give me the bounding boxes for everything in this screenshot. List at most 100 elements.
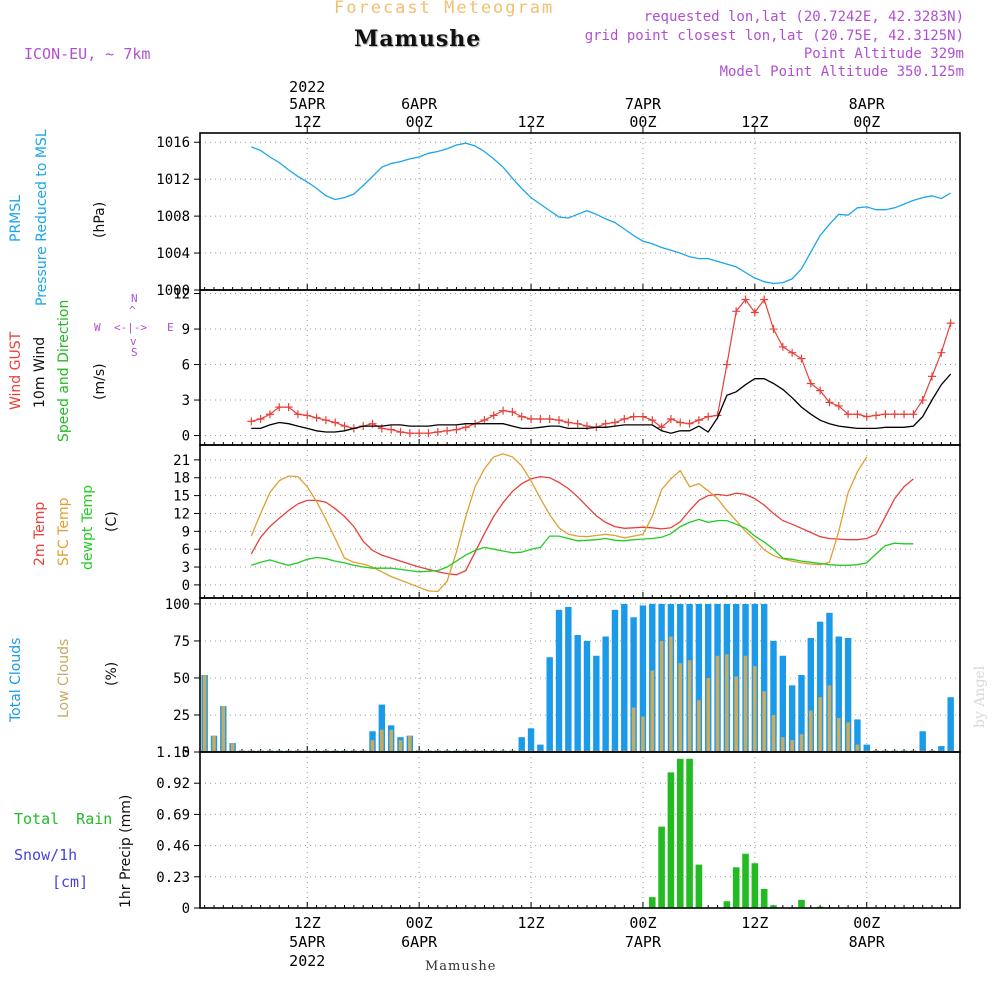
gust-point <box>321 416 330 425</box>
low-cloud-bar <box>790 740 794 752</box>
total-cloud-bar <box>770 640 777 752</box>
y-tick-label: 1004 <box>156 246 190 262</box>
gust-point <box>610 418 619 427</box>
gust-point <box>676 418 685 427</box>
gust-point <box>284 403 293 412</box>
gust-point <box>797 354 806 363</box>
gust-point <box>760 295 769 304</box>
gust-point <box>918 396 927 405</box>
gust-point <box>657 423 666 432</box>
y-tick-label: 9 <box>182 524 190 540</box>
panel-frame <box>199 289 961 446</box>
gust-point <box>909 410 918 419</box>
gust-point <box>629 412 638 421</box>
gust-point <box>601 419 610 428</box>
gust-point <box>545 414 554 423</box>
requested-coords: requested lon,lat (20.7242E, 42.3283N) <box>643 9 964 25</box>
total-cloud-bar <box>947 697 954 752</box>
y-tick-label: 0 <box>182 429 190 445</box>
gust-point <box>452 425 461 434</box>
rain-bar <box>770 905 777 908</box>
y-tick-label: 0 <box>182 745 190 761</box>
y-tick-label: 75 <box>173 634 190 650</box>
compass-n: N <box>131 292 138 305</box>
panel-frame <box>199 751 961 909</box>
gust-point <box>853 410 862 419</box>
top-date-label: 6APR <box>401 95 438 113</box>
top-time-label: 00Z <box>406 113 433 131</box>
compass-e: E <box>167 321 174 334</box>
low-cloud-bar <box>799 734 804 752</box>
rain-bar <box>751 863 759 908</box>
y-tick-label: 0 <box>182 901 190 917</box>
total-cloud-bar <box>574 635 581 752</box>
low-cloud-bar <box>221 706 226 752</box>
gust-point <box>778 342 787 351</box>
y-tick-label: 12 <box>173 506 190 522</box>
low-cloud-bar <box>715 655 720 752</box>
low-cloud-bar <box>408 735 412 752</box>
total-cloud-bar <box>565 606 572 752</box>
y-tick-label: 1016 <box>156 135 190 151</box>
gust-point <box>937 348 946 357</box>
gust-point <box>890 410 899 419</box>
y-tick-label: 6 <box>182 542 190 558</box>
low-cloud-bar <box>687 660 692 752</box>
low-cloud-bar <box>808 710 813 752</box>
low-cloud-bar <box>202 675 207 752</box>
low-cloud-bar <box>743 655 748 752</box>
gust-point <box>247 417 256 426</box>
gust-point <box>741 295 750 304</box>
y-tick-label: 12 <box>173 287 190 303</box>
gust-point <box>424 429 433 438</box>
bottom-date-label: 6APR <box>401 933 438 951</box>
total-cloud-bar <box>378 704 386 752</box>
low-cloud-bar <box>725 654 729 752</box>
y-tick-label: 0.92 <box>156 776 190 792</box>
total-rain-label: Total Rain <box>14 810 113 828</box>
low-cloud-bar <box>706 677 711 752</box>
y-tick-label: 15 <box>173 489 190 505</box>
y-tick-label: 18 <box>173 471 190 487</box>
gust-point <box>769 325 778 334</box>
top-time-label: 00Z <box>853 113 880 131</box>
temp-sfc-line <box>250 453 868 593</box>
top-time-label: 00Z <box>629 113 656 131</box>
compass-w: W <box>94 321 101 334</box>
low-cloud-bar <box>771 714 776 752</box>
bottom-date-label: 8APR <box>849 933 886 951</box>
total-cloud-bar <box>816 621 824 752</box>
gust-point <box>806 379 815 388</box>
gust-point <box>685 419 694 428</box>
gust-point <box>405 429 414 438</box>
total-cloud-bar <box>593 655 600 752</box>
total-cloud-bar <box>844 637 852 752</box>
y-tick-label: 3 <box>182 560 190 576</box>
gust-point <box>722 360 731 369</box>
total-cloud-bar <box>621 603 628 752</box>
bottom-location: Mamushe <box>425 959 497 974</box>
y-tick-label: 50 <box>173 671 190 687</box>
gust-point <box>555 416 564 425</box>
total-cloud-bar <box>854 719 861 752</box>
dewpt-line <box>251 518 914 573</box>
y-tick-label: 100 <box>165 597 190 613</box>
top-date-label: 5APR <box>289 95 326 113</box>
low-cloud-bar <box>753 666 757 752</box>
rain-bar <box>667 772 675 908</box>
gust-point <box>517 412 526 421</box>
gust-point <box>536 414 545 423</box>
forecast-title: Forecast Meteogram <box>334 0 555 18</box>
gust-point <box>816 386 825 395</box>
y-tick-label: 1008 <box>156 209 190 225</box>
gust-point <box>303 411 312 420</box>
compass-we-arrows: <-|-> <box>114 321 148 334</box>
panel-frame <box>199 444 961 599</box>
low-cloud-bar <box>697 700 701 752</box>
total-cloud-bar <box>527 728 535 752</box>
bottom-time-label: 00Z <box>853 914 880 932</box>
panel-precip: 0 0.23 0.46 0.69 0.92 1.15 <box>156 745 961 917</box>
snow-units: [cm] <box>52 873 89 891</box>
gust-point <box>573 419 582 428</box>
y-tick-label: 0 <box>182 578 190 594</box>
